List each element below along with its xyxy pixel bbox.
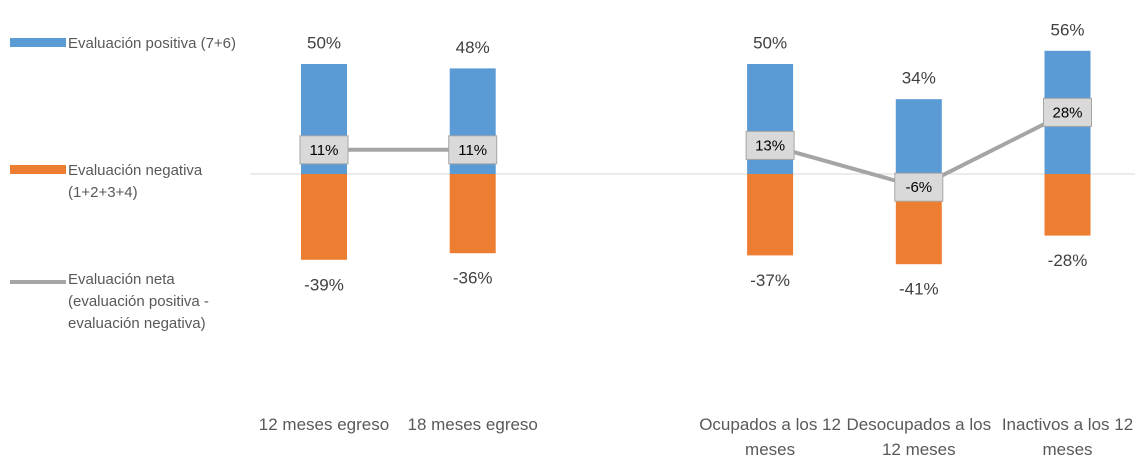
x-tick-label: 12 meses egreso <box>258 415 390 434</box>
net-line <box>324 110 1069 190</box>
data-label: 11% <box>458 142 487 159</box>
bar <box>895 99 942 174</box>
data-label: -37% <box>750 271 790 290</box>
data-label-box <box>894 172 944 202</box>
bar <box>301 174 347 260</box>
bar <box>747 174 794 256</box>
x-tick-label: Ocupados a los 12 meses <box>699 415 841 459</box>
bar <box>449 174 496 254</box>
legend-label: Evaluación positiva (7+6) <box>68 35 237 52</box>
data-label: 34% <box>902 69 936 88</box>
legend-swatch <box>10 38 66 47</box>
legend-label: Evaluación neta (evaluación positiva - e… <box>68 271 209 332</box>
legend-swatch <box>10 165 66 174</box>
legend-label: Evaluación negativa (1+2+3+4) <box>68 162 203 201</box>
data-label: 48% <box>456 38 490 57</box>
x-tick-label: 18 meses egreso <box>407 415 538 434</box>
bar <box>1044 174 1091 236</box>
data-label: 50% <box>307 33 341 52</box>
data-label-box <box>745 130 795 160</box>
data-label: 13% <box>755 137 785 154</box>
data-label: 11% <box>310 142 339 159</box>
data-label: 28% <box>1052 104 1082 121</box>
data-label-box <box>1043 97 1092 127</box>
data-label: -6% <box>905 179 932 196</box>
data-label: -36% <box>453 269 493 288</box>
data-label-box <box>299 135 349 165</box>
data-label: -41% <box>899 280 939 299</box>
x-tick-label: Desocupados a los 12 meses <box>846 415 992 459</box>
data-label-box <box>448 135 498 165</box>
data-label: -28% <box>1048 251 1088 270</box>
data-label: 56% <box>1050 20 1084 39</box>
x-tick-label: Inactivos a los 12 meses <box>1001 415 1134 459</box>
data-label: -39% <box>304 275 344 294</box>
data-label: 50% <box>753 33 787 52</box>
